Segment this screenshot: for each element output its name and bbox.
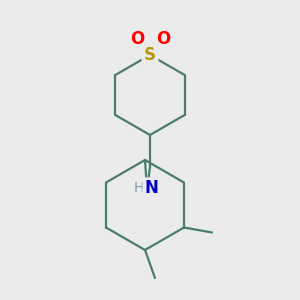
Text: O: O <box>156 30 170 48</box>
Text: N: N <box>144 179 158 197</box>
Text: O: O <box>130 30 144 48</box>
Text: S: S <box>144 46 156 64</box>
Text: H: H <box>134 181 144 195</box>
